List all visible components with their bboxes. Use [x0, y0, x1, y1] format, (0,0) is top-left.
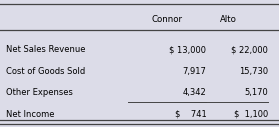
Text: $  1,100: $ 1,100 — [234, 110, 268, 119]
Text: Other Expenses: Other Expenses — [6, 88, 73, 97]
Text: 4,342: 4,342 — [183, 88, 206, 97]
Text: $    741: $ 741 — [175, 110, 206, 119]
Text: Net Sales Revenue: Net Sales Revenue — [6, 45, 85, 54]
Text: Net Income: Net Income — [6, 110, 54, 119]
Text: Alto: Alto — [220, 15, 237, 23]
Text: 15,730: 15,730 — [239, 67, 268, 76]
Text: 5,170: 5,170 — [244, 88, 268, 97]
Text: Cost of Goods Sold: Cost of Goods Sold — [6, 67, 85, 76]
Text: 7,917: 7,917 — [182, 67, 206, 76]
Text: $ 22,000: $ 22,000 — [231, 45, 268, 54]
Text: $ 13,000: $ 13,000 — [169, 45, 206, 54]
Text: Connor: Connor — [152, 15, 183, 23]
